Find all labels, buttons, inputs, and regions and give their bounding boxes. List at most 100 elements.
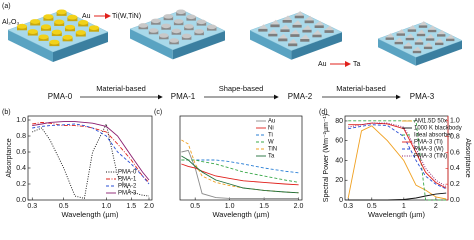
disk-top [78, 20, 89, 25]
material-label: Au [82, 13, 91, 20]
prism-top [407, 25, 417, 30]
prism-side [407, 29, 417, 32]
disk-top [89, 25, 99, 31]
x-tick-label: 0.5 [190, 203, 200, 210]
series-line [181, 155, 299, 194]
y-tick-label: 60 [335, 138, 343, 145]
prism-top [268, 29, 278, 34]
x-tick-label: 2.0 [294, 203, 304, 210]
series-line [348, 192, 447, 201]
prism-top [437, 29, 446, 35]
legend-label: Au [268, 119, 275, 125]
prism-side [324, 30, 334, 33]
material-label: Ti(W,TiN) [112, 13, 141, 20]
prism-top [418, 21, 428, 26]
prism-side [280, 29, 290, 32]
step-label: Material-based [96, 84, 146, 93]
disk-top [41, 24, 51, 30]
prism-side [290, 34, 300, 37]
x-tick-label: 2.0 [144, 203, 154, 210]
x-axis-label: Wavelength (µm) [213, 210, 270, 219]
prism-top [435, 38, 444, 43]
y2-tick-label: 0.0 [450, 197, 460, 204]
prism-top [405, 33, 415, 38]
prism-side [268, 33, 278, 37]
prism-top [282, 15, 292, 20]
y2-axis-label: Absorptance [464, 138, 471, 177]
y-tick-label: 20 [335, 177, 343, 184]
prism-side [418, 25, 428, 28]
prism-top [258, 24, 268, 29]
prism-side [396, 33, 405, 36]
x-tick-label: 1.5 [126, 203, 136, 210]
prism-side [258, 28, 268, 32]
disk-top [38, 34, 49, 40]
prism-top [270, 19, 280, 25]
prism-top [412, 46, 422, 51]
disk-top [49, 39, 60, 45]
y2-tick-label: 0.6 [450, 149, 460, 156]
legend-label: PMA-1 [118, 177, 137, 183]
panel-label: (d) [319, 109, 328, 116]
prism-side [312, 34, 322, 38]
legend-label: PMA-3 (W) [414, 147, 444, 153]
legend-label: AM1.5D 50x [414, 119, 447, 125]
series-line [348, 122, 447, 187]
stage-label: PMA-3 [410, 92, 435, 101]
prism-top [294, 11, 304, 16]
figure: (a) Al₂O₃ Au Ti(W,TiN) Au Ta PMA-0 PMA-1… [2, 3, 471, 219]
legend-label: PMA-2 [118, 184, 137, 190]
prism-top [416, 29, 426, 34]
panel-label: (a) [2, 3, 11, 10]
disk-top [43, 14, 54, 20]
prism-side [435, 42, 444, 46]
disk-top [54, 19, 65, 25]
slab-side [172, 30, 225, 60]
y-tick-label: 0.6 [16, 149, 26, 156]
prism-top [290, 29, 300, 35]
x-tick-label: 0.3 [27, 203, 37, 210]
legend-label: PMA-3 (Ti) [414, 140, 443, 146]
prism-top [423, 42, 433, 47]
prism-side [278, 38, 288, 42]
stage-label: PMA-0 [48, 92, 73, 101]
legend-label: Ti [268, 133, 273, 139]
series-line [181, 159, 299, 183]
disk-top [27, 29, 38, 34]
prism-top [446, 34, 455, 39]
slab-side [250, 30, 292, 60]
stage-label: PMA-1 [171, 92, 196, 101]
prism-side [304, 20, 314, 24]
prism-side [294, 15, 304, 19]
disk-top [196, 19, 207, 25]
prism-side [282, 20, 292, 23]
disk-top [138, 23, 149, 28]
x-tick-label: 2 [434, 203, 438, 210]
x-tick-label: 0.5 [367, 203, 377, 210]
prism-top [292, 20, 302, 25]
prism-side [288, 43, 298, 47]
series-line [32, 123, 150, 185]
disk-top [51, 29, 62, 35]
disk-top [184, 24, 194, 29]
prism-top [324, 25, 334, 31]
plot-frame [27, 115, 153, 201]
legend-label: Ideal absorber [414, 133, 452, 139]
x-tick-label: 0.3 [343, 203, 353, 210]
y2-tick-label: 1.0 [450, 118, 460, 125]
stage-label: PMA-2 [288, 92, 313, 101]
prism-side [446, 38, 455, 42]
disk-top [206, 24, 217, 30]
legend-label: PMA-3 (TiN) [414, 154, 447, 160]
material-label: Au [318, 61, 327, 68]
prism-top [414, 38, 424, 43]
prism-top [425, 34, 435, 39]
slab-side [378, 38, 416, 66]
series-line [181, 149, 299, 199]
prism-side [270, 24, 280, 28]
prism-side [427, 29, 437, 33]
disk-top [181, 33, 192, 39]
disk-top [173, 19, 184, 24]
disk-top [65, 24, 75, 30]
panel-label: (c) [154, 109, 162, 116]
